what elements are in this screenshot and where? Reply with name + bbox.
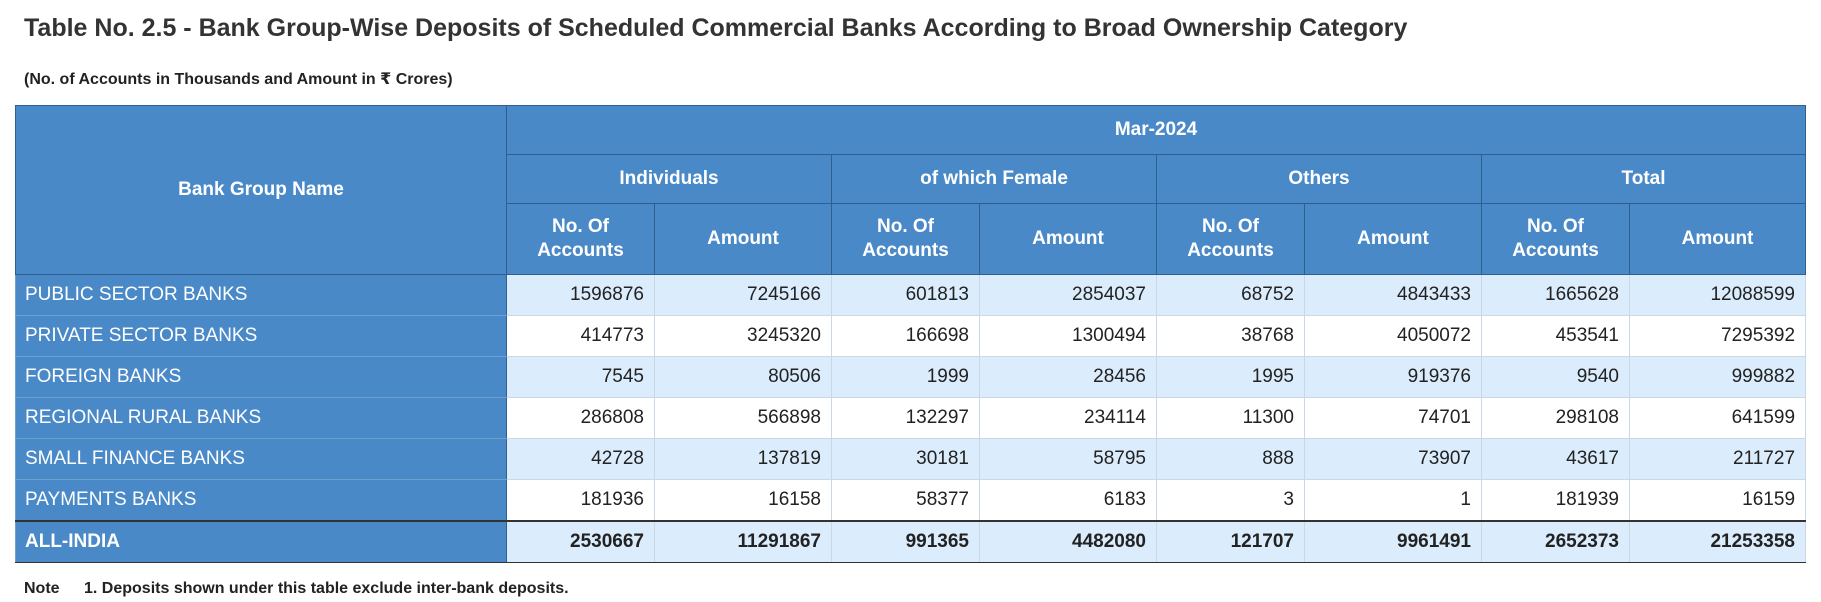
total-value: 21253358 <box>1628 520 1807 563</box>
cell-value: 2854037 <box>979 274 1157 316</box>
table-note: Note 1. Deposits shown under this table … <box>24 580 569 598</box>
cell-value: 1665628 <box>1481 274 1630 316</box>
cell-value: 42728 <box>506 438 655 480</box>
cell-value: 286808 <box>506 397 655 439</box>
cell-value: 1596876 <box>506 274 655 316</box>
cell-value: 298108 <box>1481 397 1630 439</box>
page-title: Table No. 2.5 - Bank Group-Wise Deposits… <box>24 14 1408 42</box>
bank-group-name: PRIVATE SECTOR BANKS <box>15 315 507 357</box>
table-row: PRIVATE SECTOR BANKS 414773 3245320 1666… <box>15 315 1807 357</box>
units-subtitle: (No. of Accounts in Thousands and Amount… <box>24 71 453 88</box>
cell-value: 12088599 <box>1628 274 1807 316</box>
table-row: SMALL FINANCE BANKS 42728 137819 30181 5… <box>15 438 1807 480</box>
bank-group-name: PAYMENTS BANKS <box>15 479 507 522</box>
total-value: 11291867 <box>654 520 832 563</box>
col-header-accounts: No. Of Accounts <box>1481 203 1630 275</box>
table-body: PUBLIC SECTOR BANKS 1596876 7245166 6018… <box>15 274 1807 563</box>
cell-value: 9540 <box>1481 356 1630 398</box>
cell-value: 80506 <box>654 356 832 398</box>
group-header-others: Others <box>1156 154 1482 204</box>
cell-value: 68752 <box>1156 274 1305 316</box>
cell-value: 74701 <box>1304 397 1482 439</box>
cell-value: 6183 <box>979 479 1157 522</box>
cell-value: 58795 <box>979 438 1157 480</box>
col-header-amount: Amount <box>1304 203 1482 275</box>
note-label: Note <box>24 580 60 597</box>
cell-value: 641599 <box>1628 397 1807 439</box>
group-header-total: Total <box>1480 154 1807 204</box>
cell-value: 999882 <box>1628 356 1807 398</box>
cell-value: 43617 <box>1481 438 1630 480</box>
total-row: ALL-INDIA 2530667 11291867 991365 448208… <box>15 520 1807 563</box>
bank-group-name: PUBLIC SECTOR BANKS <box>15 274 507 316</box>
cell-value: 7545 <box>506 356 655 398</box>
cell-value: 414773 <box>506 315 655 357</box>
deposits-table: Bank Group Name Mar-2024 Individuals of … <box>15 105 1807 563</box>
cell-value: 73907 <box>1304 438 1482 480</box>
table-row: FOREIGN BANKS 7545 80506 1999 28456 1995… <box>15 356 1807 398</box>
note-text: 1. Deposits shown under this table exclu… <box>84 580 569 597</box>
cell-value: 132297 <box>831 397 980 439</box>
col-header-accounts: No. Of Accounts <box>831 203 980 275</box>
cell-value: 166698 <box>831 315 980 357</box>
cell-value: 38768 <box>1156 315 1305 357</box>
cell-value: 1995 <box>1156 356 1305 398</box>
cell-value: 888 <box>1156 438 1305 480</box>
cell-value: 181936 <box>506 479 655 522</box>
total-value: 121707 <box>1156 520 1305 563</box>
group-header-individuals: Individuals <box>506 154 832 204</box>
cell-value: 16158 <box>654 479 832 522</box>
cell-value: 137819 <box>654 438 832 480</box>
cell-value: 3245320 <box>654 315 832 357</box>
cell-value: 7245166 <box>654 274 832 316</box>
cell-value: 16159 <box>1628 479 1807 522</box>
cell-value: 1999 <box>831 356 980 398</box>
cell-value: 234114 <box>979 397 1157 439</box>
cell-value: 601813 <box>831 274 980 316</box>
table-row: PUBLIC SECTOR BANKS 1596876 7245166 6018… <box>15 274 1807 316</box>
bank-group-name: SMALL FINANCE BANKS <box>15 438 507 480</box>
col-header-amount: Amount <box>1628 203 1807 275</box>
table-row: PAYMENTS BANKS 181936 16158 58377 6183 3… <box>15 479 1807 522</box>
col-header-accounts: No. Of Accounts <box>1156 203 1305 275</box>
cell-value: 181939 <box>1481 479 1630 522</box>
total-label: ALL-INDIA <box>15 520 507 563</box>
cell-value: 11300 <box>1156 397 1305 439</box>
period-header: Mar-2024 <box>505 105 1807 155</box>
cell-value: 7295392 <box>1628 315 1807 357</box>
cell-value: 1 <box>1304 479 1482 522</box>
cell-value: 919376 <box>1304 356 1482 398</box>
cell-value: 4050072 <box>1304 315 1482 357</box>
group-header-female: of which Female <box>831 154 1157 204</box>
col-header-accounts: No. Of Accounts <box>506 203 655 275</box>
total-value: 9961491 <box>1304 520 1482 563</box>
table-row: REGIONAL RURAL BANKS 286808 566898 13229… <box>15 397 1807 439</box>
col-header-amount: Amount <box>654 203 832 275</box>
total-value: 2652373 <box>1481 520 1630 563</box>
bank-group-header: Bank Group Name <box>15 105 507 275</box>
table-header: Bank Group Name Mar-2024 Individuals of … <box>15 105 1807 275</box>
cell-value: 453541 <box>1481 315 1630 357</box>
bank-group-name: REGIONAL RURAL BANKS <box>15 397 507 439</box>
col-header-amount: Amount <box>979 203 1157 275</box>
cell-value: 3 <box>1156 479 1305 522</box>
cell-value: 1300494 <box>979 315 1157 357</box>
cell-value: 566898 <box>654 397 832 439</box>
bank-group-name: FOREIGN BANKS <box>15 356 507 398</box>
total-value: 2530667 <box>506 520 655 563</box>
cell-value: 4843433 <box>1304 274 1482 316</box>
cell-value: 30181 <box>831 438 980 480</box>
cell-value: 211727 <box>1628 438 1807 480</box>
total-value: 991365 <box>831 520 980 563</box>
cell-value: 58377 <box>831 479 980 522</box>
total-value: 4482080 <box>979 520 1157 563</box>
cell-value: 28456 <box>979 356 1157 398</box>
